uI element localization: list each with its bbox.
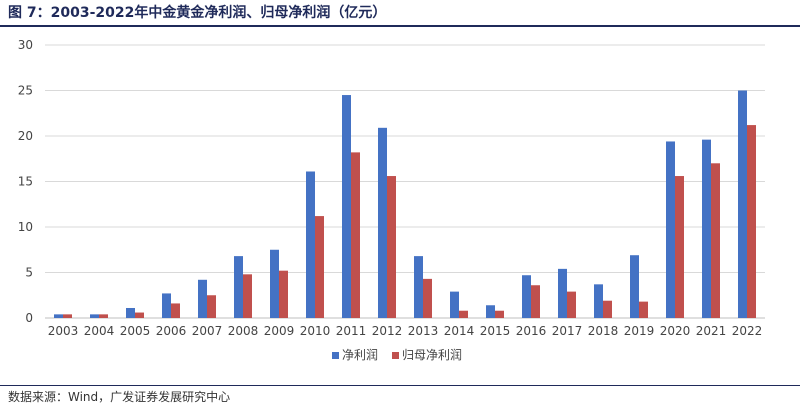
- bar-parent-net-profit: [531, 285, 540, 318]
- bar-parent-net-profit: [423, 278, 432, 318]
- bar-net-profit: [666, 141, 675, 318]
- y-tick-label: 0: [25, 311, 33, 325]
- x-tick-label: 2014: [444, 324, 475, 338]
- y-tick-label: 10: [18, 220, 33, 234]
- y-tick-label: 20: [18, 129, 33, 143]
- bar-net-profit: [594, 284, 603, 318]
- legend-label: 净利润: [342, 348, 378, 362]
- source-note: 数据来源：Wind，广发证券发展研究中心: [8, 390, 231, 404]
- bars: [54, 90, 756, 318]
- x-tick-label: 2003: [48, 324, 79, 338]
- bar-parent-net-profit: [315, 216, 324, 318]
- bar-net-profit: [702, 139, 711, 318]
- bar-net-profit: [522, 275, 531, 318]
- bar-parent-net-profit: [603, 300, 612, 318]
- x-tick-label: 2022: [732, 324, 763, 338]
- figure-title: 图 7：2003-2022年中金黄金净利润、归母净利润（亿元）: [8, 5, 387, 21]
- bar-net-profit: [414, 256, 423, 318]
- title-underline: [0, 25, 800, 27]
- bar-parent-net-profit: [63, 314, 72, 318]
- x-tick-label: 2018: [588, 324, 619, 338]
- bar-parent-net-profit: [171, 303, 180, 318]
- bar-parent-net-profit: [639, 301, 648, 318]
- x-tick-label: 2006: [156, 324, 187, 338]
- x-tick-label: 2013: [408, 324, 439, 338]
- footer-rule: [0, 385, 800, 386]
- bar-parent-net-profit: [243, 274, 252, 318]
- x-tick-label: 2009: [264, 324, 295, 338]
- bar-net-profit: [738, 90, 747, 318]
- bar-parent-net-profit: [459, 310, 468, 318]
- legend-label: 归母净利润: [402, 348, 462, 362]
- legend: 净利润 归母净利润: [332, 348, 462, 362]
- y-tick-label: 30: [18, 38, 33, 52]
- x-tick-label: 2020: [660, 324, 691, 338]
- x-tick-label: 2017: [552, 324, 583, 338]
- bar-net-profit: [54, 314, 63, 318]
- y-tick-label: 5: [25, 266, 33, 280]
- x-tick-label: 2010: [300, 324, 331, 338]
- x-tick-label: 2005: [120, 324, 151, 338]
- bar-parent-net-profit: [99, 314, 108, 318]
- legend-swatch: [332, 352, 339, 359]
- x-tick-label: 2015: [480, 324, 511, 338]
- bar-net-profit: [126, 307, 135, 318]
- x-tick-label: 2011: [336, 324, 367, 338]
- grid-lines: [45, 44, 765, 319]
- bar-net-profit: [486, 305, 495, 318]
- x-tick-label: 2004: [84, 324, 115, 338]
- x-tick-label: 2012: [372, 324, 403, 338]
- bar-net-profit: [378, 127, 387, 318]
- bar-net-profit: [558, 268, 567, 318]
- legend-swatch: [392, 352, 399, 359]
- bar-net-profit: [630, 255, 639, 318]
- bar-net-profit: [234, 256, 243, 318]
- bar-parent-net-profit: [279, 270, 288, 318]
- bar-net-profit: [342, 95, 351, 318]
- y-tick-label: 15: [18, 175, 33, 189]
- y-tick-label: 25: [18, 84, 33, 98]
- x-tick-label: 2007: [192, 324, 223, 338]
- bar-net-profit: [90, 314, 99, 318]
- x-tick-label: 2019: [624, 324, 655, 338]
- x-tick-label: 2016: [516, 324, 547, 338]
- bar-parent-net-profit: [711, 163, 720, 318]
- bar-parent-net-profit: [675, 176, 684, 318]
- bar-net-profit: [270, 249, 279, 318]
- bar-net-profit: [306, 171, 315, 318]
- bar-net-profit: [162, 293, 171, 318]
- x-tick-label: 2008: [228, 324, 259, 338]
- bar-parent-net-profit: [747, 125, 756, 318]
- x-tick-label: 2021: [696, 324, 727, 338]
- bar-parent-net-profit: [387, 176, 396, 318]
- bar-net-profit: [198, 279, 207, 318]
- bar-parent-net-profit: [351, 152, 360, 318]
- bar-parent-net-profit: [495, 310, 504, 318]
- y-axis-ticks: 0 5 10 15 20 25 30: [18, 38, 33, 325]
- bar-net-profit: [450, 291, 459, 318]
- bar-parent-net-profit: [135, 312, 144, 318]
- bar-parent-net-profit: [567, 291, 576, 318]
- x-axis-ticks: 2003 2004 2005 2006 2007 2008 2009 2010 2011 2012…: [48, 324, 763, 338]
- bar-parent-net-profit: [207, 295, 216, 318]
